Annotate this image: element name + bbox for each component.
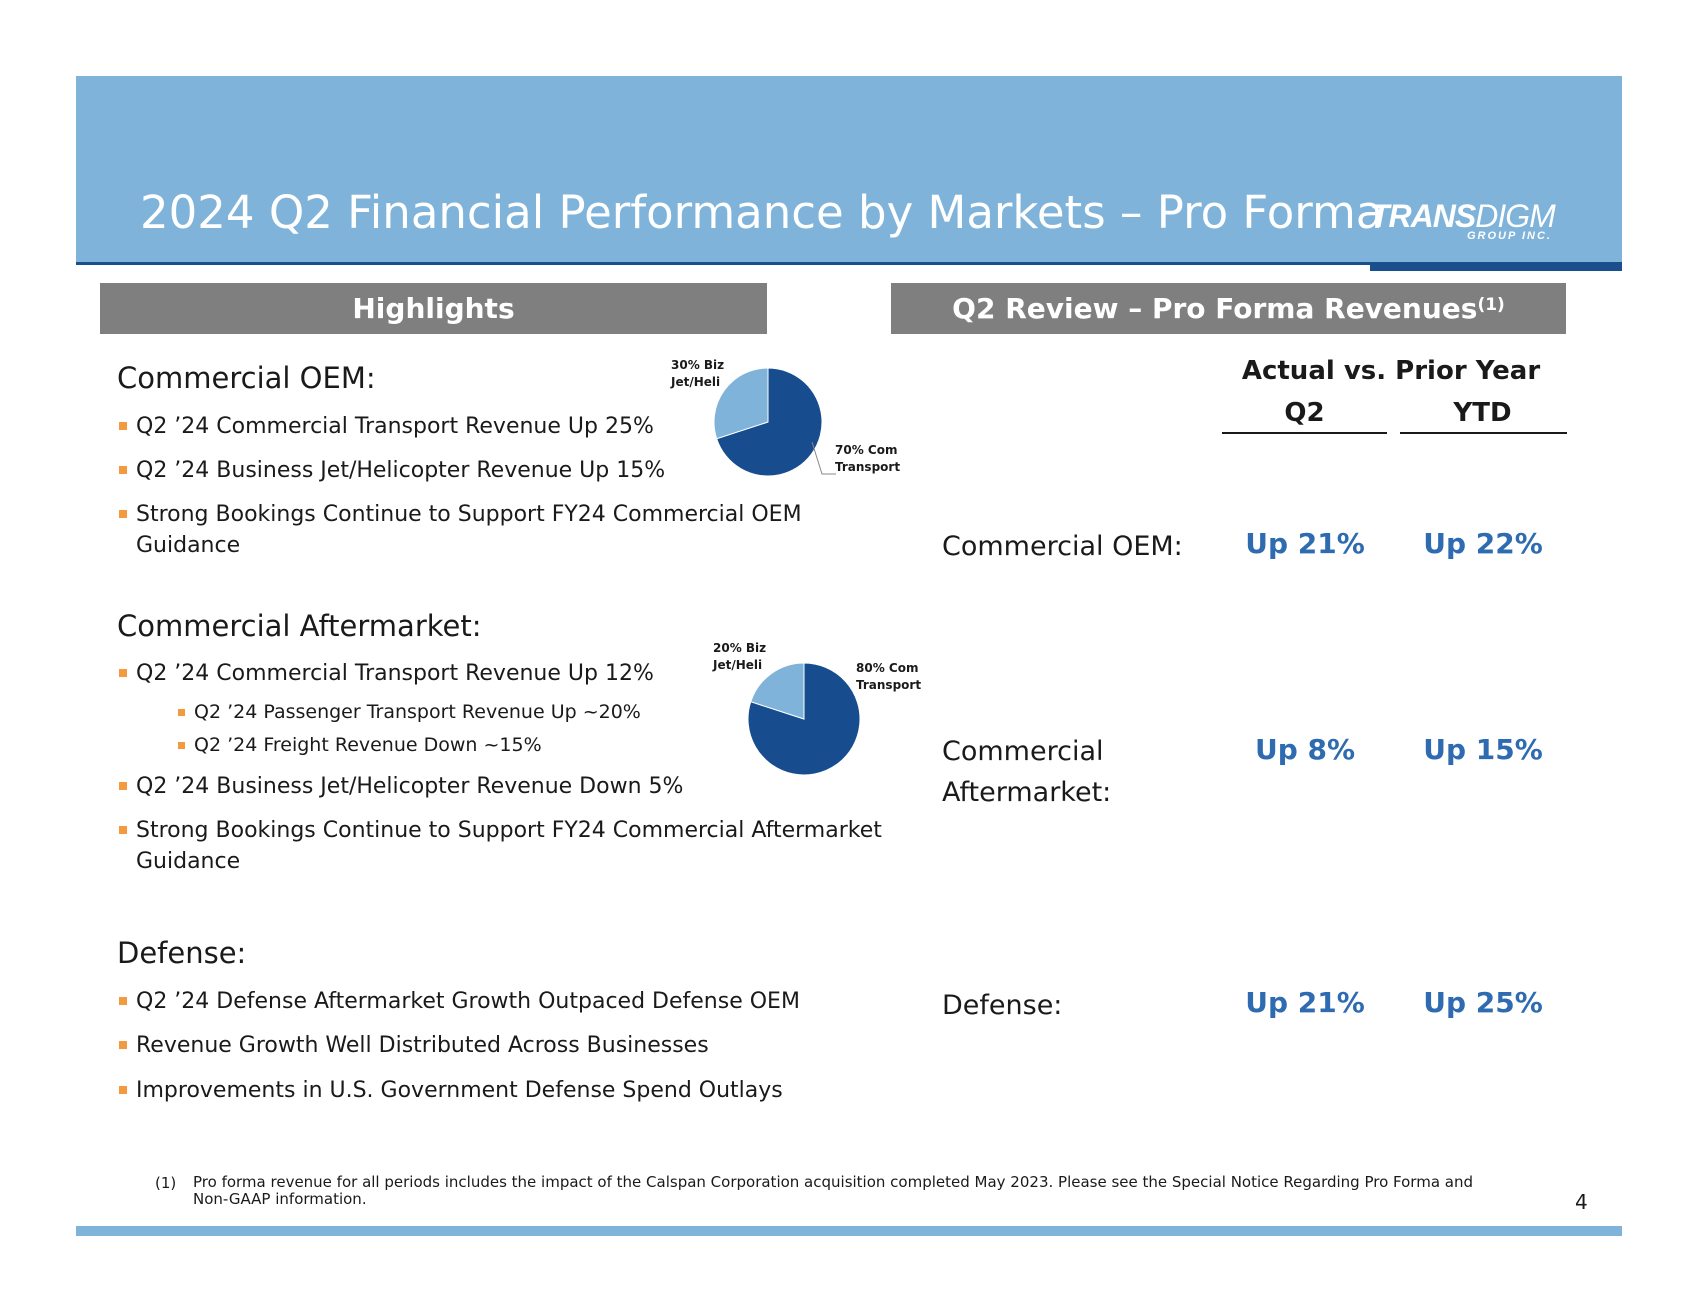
commercial-oem-heading: Commercial OEM: [117,361,376,395]
bullet-item: Improvements in U.S. Government Defense … [119,1075,783,1106]
logo-subtext: GROUP INC. [1467,230,1552,242]
sub-bullet-item: Q2 ’24 Freight Revenue Down ~15% [178,734,542,756]
bullet-item: Q2 ’24 Defense Aftermarket Growth Outpac… [119,986,800,1017]
commercial-aftermarket-heading: Commercial Aftermarket: [117,609,482,643]
review-header-note: (1) [1477,294,1505,315]
bullet-square-icon [119,422,127,430]
banner-underline [76,262,1622,265]
bullet-item: Strong Bookings Continue to Support FY24… [119,815,882,846]
ytd-header-underline [1400,432,1567,434]
value-defense-ytd: Up 25% [1423,986,1543,1019]
bullet-square-icon [119,466,127,474]
defense-heading: Defense: [117,936,247,970]
row-label-commercial-oem: Commercial OEM: [942,531,1183,562]
bullet-item: Q2 ’24 Commercial Transport Revenue Up 1… [119,658,654,689]
value-commercial-aftermarket-ytd: Up 15% [1423,733,1543,766]
aftermarket-pie-label-com: 80% Com Transport [856,661,922,692]
bullet-item: Q2 ’24 Business Jet/Helicopter Revenue D… [119,771,683,802]
row-label-commercial-aftermarket: Commercial Aftermarket: [942,736,1112,808]
aftermarket-pie-slice-biz-jet-heli [750,662,805,720]
review-header: Q2 Review – Pro Forma Revenues (1) [891,283,1566,334]
bullet-item: Q2 ’24 Commercial Transport Revenue Up 2… [119,411,654,442]
actual-vs-prior-year-header: Actual vs. Prior Year [1241,356,1541,386]
highlights-header: Highlights [100,283,767,334]
bullet-continuation: Guidance [136,533,241,558]
sub-bullet-item: Q2 ’24 Passenger Transport Revenue Up ~2… [178,701,641,723]
bullet-square-icon [178,742,185,749]
bullet-square-icon [119,510,127,518]
banner-accent-bar [1370,262,1622,271]
aftermarket-pie-chart [747,662,861,776]
logo-text-bold: TRANS [1370,198,1476,234]
bullet-item: Strong Bookings Continue to Support FY24… [119,499,802,530]
bullet-item: Q2 ’24 Business Jet/Helicopter Revenue U… [119,455,665,486]
logo-text-light: DIGM [1475,198,1556,234]
oem-pie-slice-com-transport [716,367,823,477]
footnote-number: (1) [155,1174,177,1192]
value-defense-q2: Up 21% [1245,986,1365,1019]
bullet-square-icon [119,997,127,1005]
aftermarket-pie-slice-com-transport [747,662,861,776]
oem-pie-slice-biz-jet-heli [713,367,769,440]
bullet-square-icon [119,1041,127,1049]
pie-leader-line [811,441,836,475]
oem-pie-label-com: 70% Com Transport [835,443,901,474]
transdigm-logo: TRANSDIGM GROUP INC. [1370,198,1558,246]
page-number: 4 [1575,1190,1588,1214]
bullet-square-icon [119,826,127,834]
oem-pie-chart [713,367,823,477]
bullet-square-icon [119,782,127,790]
ytd-column-header: YTD [1453,398,1512,428]
slide-title: 2024 Q2 Financial Performance by Markets… [140,186,1384,239]
q2-column-header: Q2 [1284,398,1325,428]
bullet-item: Revenue Growth Well Distributed Across B… [119,1030,709,1061]
footnote-text: Pro forma revenue for all periods includ… [193,1173,1474,1208]
value-commercial-aftermarket-q2: Up 8% [1254,733,1356,766]
q2-header-underline [1222,432,1387,434]
value-commercial-oem-q2: Up 21% [1245,527,1365,560]
value-commercial-oem-ytd: Up 22% [1423,527,1543,560]
aftermarket-pie-label-biz: 20% Biz Jet/Heli [713,641,767,672]
bullet-square-icon [178,709,185,716]
bullet-continuation: Guidance [136,849,241,874]
bottom-bar [76,1226,1622,1236]
oem-pie-label-biz: 30% Biz Jet/Heli [671,358,725,389]
bullet-square-icon [119,1086,127,1094]
bullet-square-icon [119,669,127,677]
row-label-defense: Defense: [942,990,1063,1021]
title-banner [76,76,1622,264]
